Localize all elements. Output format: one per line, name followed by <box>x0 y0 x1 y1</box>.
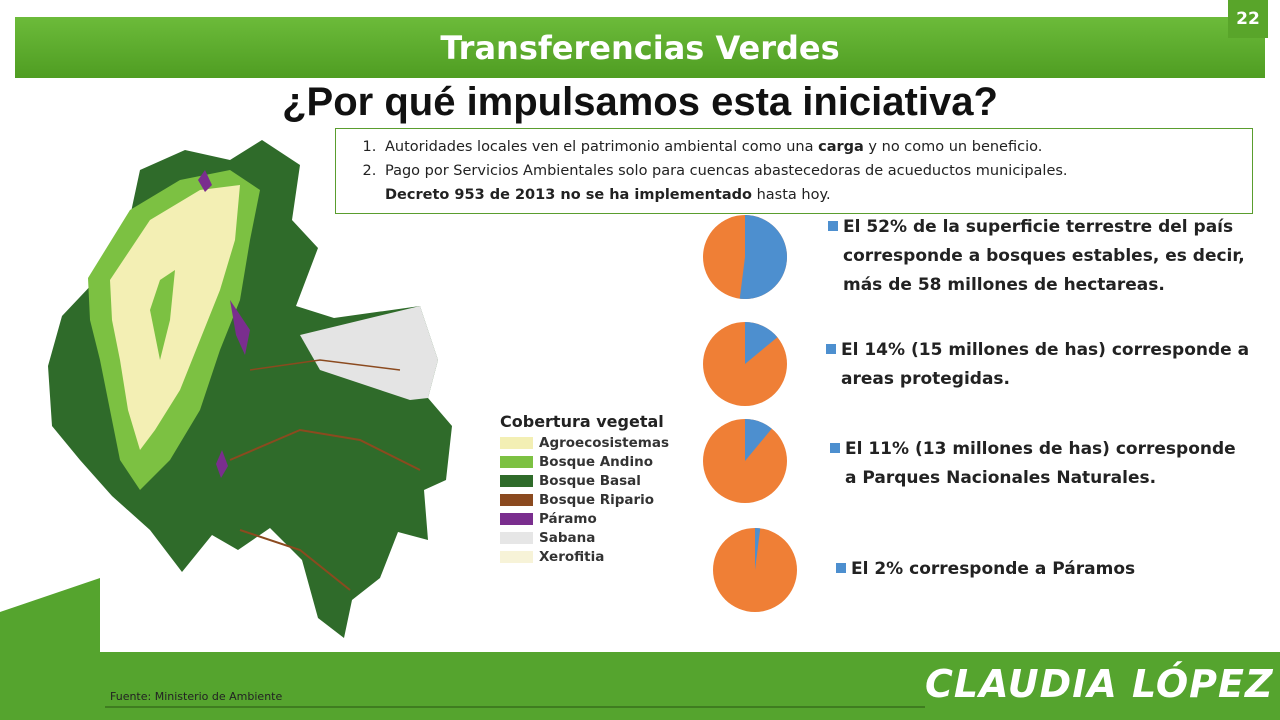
legend-label: Bosque Andino <box>539 453 653 470</box>
legend-item: Bosque Ripario <box>500 490 669 509</box>
legend-swatch <box>500 436 533 449</box>
pie-slice-value <box>745 322 778 364</box>
headline: ¿Por qué impulsamos esta iniciativa? <box>282 80 998 124</box>
legend-label: Xerofitia <box>539 548 605 565</box>
colombia-vegetation-map <box>48 140 452 638</box>
legend-item: Agroecosistemas <box>500 433 669 452</box>
stat-line: El 14% (15 millones de has) corresponde … <box>841 340 1250 360</box>
stat-text: El 11% (13 millones de has) corresponde a… <box>830 435 1236 493</box>
title-bar: Transferencias Verdes <box>15 17 1265 78</box>
source-divider <box>105 706 925 708</box>
legend-swatch <box>500 550 533 563</box>
brand-logo: CLAUDIA LÓPEZ <box>925 662 1274 706</box>
legend-item: Páramo <box>500 509 669 528</box>
stat-text: El 2% corresponde a Páramos <box>836 555 1135 584</box>
stat-line: a Parques Nacionales Naturales. <box>845 468 1157 488</box>
legend-swatch <box>500 455 533 468</box>
legend-label: Páramo <box>539 510 597 527</box>
legend-item: Sabana <box>500 528 669 547</box>
legend-label: Sabana <box>539 529 596 546</box>
stat-text: El 52% de la superficie terrestre del pa… <box>828 213 1245 300</box>
legend-label: Bosque Ripario <box>539 491 655 508</box>
legend-square-icon <box>828 221 838 231</box>
legend-swatch <box>500 493 533 506</box>
pie-chart <box>703 215 788 299</box>
legend-label: Bosque Basal <box>539 472 641 489</box>
pie-slice-value <box>755 528 761 570</box>
stat-line: El 2% corresponde a Páramos <box>851 559 1136 579</box>
stat-line: El 11% (13 millones de has) corresponde <box>845 439 1236 459</box>
pie-chart <box>703 322 787 406</box>
legend-swatch <box>500 512 533 525</box>
legend-square-icon <box>826 344 836 354</box>
stat-text: El 14% (15 millones de has) corresponde … <box>826 336 1249 394</box>
reasons-box: Autoridades locales ven el patrimonio am… <box>335 128 1253 214</box>
legend-label: Agroecosistemas <box>539 434 669 451</box>
legend-item: Bosque Basal <box>500 471 669 490</box>
footer-band <box>0 652 1280 720</box>
map-legend: Cobertura vegetal Agroecosistemas Bosque … <box>500 412 669 566</box>
reason-1: Autoridades locales ven el patrimonio am… <box>381 135 1244 159</box>
stat-line: corresponde a bosques estables, es decir… <box>843 246 1245 266</box>
stat-line: más de 58 millones de hectareas. <box>843 275 1165 295</box>
pie-chart <box>713 528 797 612</box>
slide-number: 22 <box>1228 0 1268 38</box>
reason-2: Pago por Servicios Ambientales solo para… <box>381 159 1244 207</box>
legend-swatch <box>500 474 533 487</box>
pie-slice-value <box>745 419 772 461</box>
stat-line: El 52% de la superficie terrestre del pa… <box>843 217 1234 237</box>
legend-item: Bosque Andino <box>500 452 669 471</box>
legend-item: Xerofitia <box>500 547 669 566</box>
source-note: Fuente: Ministerio de Ambiente <box>110 690 283 703</box>
legend-title: Cobertura vegetal <box>500 412 664 431</box>
stat-line: areas protegidas. <box>841 369 1010 389</box>
pie-slice-value <box>739 215 788 299</box>
legend-square-icon <box>830 443 840 453</box>
legend-swatch <box>500 531 533 544</box>
legend-square-icon <box>836 563 846 573</box>
pie-chart <box>703 419 787 503</box>
slide-title: Transferencias Verdes <box>440 28 840 67</box>
